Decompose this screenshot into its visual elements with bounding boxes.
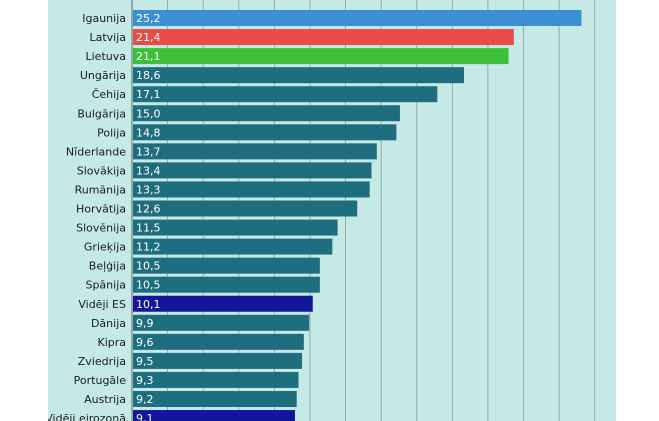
bar-row: Zviedrija 9,5 xyxy=(78,352,303,369)
bar-row: Beļģija 10,5 xyxy=(89,257,320,274)
bar xyxy=(133,391,297,407)
value-label: 9,9 xyxy=(136,317,154,330)
value-label: 10,5 xyxy=(136,260,161,273)
bar-row: Vidēji ES 10,1 xyxy=(78,295,313,312)
bar xyxy=(133,238,333,255)
category-label: Slovēnija xyxy=(76,222,126,235)
category-label: Spānija xyxy=(85,279,126,292)
bar xyxy=(133,181,370,198)
value-label: 13,7 xyxy=(136,145,161,158)
value-label: 10,5 xyxy=(136,279,161,292)
value-label: 9,5 xyxy=(136,355,154,368)
value-label: 17,1 xyxy=(136,88,161,101)
bar xyxy=(133,48,509,65)
bar xyxy=(133,105,400,122)
bar-row: Kipra 9,6 xyxy=(97,333,304,350)
bar-row: Lietuva 21,1 xyxy=(86,48,509,65)
bar-row: Grieķija 11,2 xyxy=(84,238,333,255)
category-label: Ungārija xyxy=(80,69,126,82)
bar xyxy=(133,162,372,179)
bar xyxy=(133,200,358,217)
category-label: Austrija xyxy=(84,393,126,406)
value-label: 25,2 xyxy=(136,12,161,25)
category-label: Polija xyxy=(97,126,126,139)
value-label: 12,6 xyxy=(136,203,161,216)
bar-row: Čehija 17,1 xyxy=(92,86,438,103)
category-label: Grieķija xyxy=(84,241,126,254)
bar xyxy=(133,10,582,26)
bar xyxy=(133,86,438,103)
bar xyxy=(133,333,304,350)
bar-row: Portugāle 9,3 xyxy=(74,371,299,388)
value-label: 9,3 xyxy=(136,374,154,387)
category-label: Vidēji ES xyxy=(78,298,126,311)
bar xyxy=(133,371,299,388)
value-label: 9,1 xyxy=(136,412,154,421)
category-label: Lietuva xyxy=(86,50,127,63)
category-label: Čehija xyxy=(92,88,126,101)
bar xyxy=(133,143,377,160)
category-label: Portugāle xyxy=(74,374,127,387)
bar-row: Austrija 9,2 xyxy=(84,391,297,407)
bar xyxy=(133,276,320,293)
bar xyxy=(133,410,295,421)
bar-row: Rumānija 13,3 xyxy=(75,181,370,198)
bar xyxy=(133,295,313,312)
category-label: Zviedrija xyxy=(78,355,126,368)
bar-row: Dānija 9,9 xyxy=(91,314,310,331)
bar-row: Latvija 21,4 xyxy=(89,29,514,46)
value-label: 15,0 xyxy=(136,107,161,120)
category-label: Igaunija xyxy=(82,12,126,25)
bar-row: Spānija 10,5 xyxy=(85,276,320,293)
category-label: Slovākija xyxy=(77,164,126,177)
bar-row: Nīderlande 13,7 xyxy=(66,143,377,160)
category-label: Vidēji eirozonā xyxy=(48,412,126,421)
value-label: 13,3 xyxy=(136,183,161,196)
category-label: Latvija xyxy=(89,31,126,44)
value-label: 11,2 xyxy=(136,241,161,254)
bar xyxy=(133,67,465,84)
bar-chart: Igaunija 25,2 Latvija 21,4 Lietuva 21,1 Ungāri… xyxy=(48,0,616,421)
value-label: 18,6 xyxy=(136,69,161,82)
bar-row: Igaunija 25,2 xyxy=(82,10,582,26)
bar-row: Slovēnija 11,5 xyxy=(76,219,338,236)
bar-row: Ungārija 18,6 xyxy=(80,67,465,84)
category-label: Dānija xyxy=(91,317,126,330)
value-label: 21,1 xyxy=(136,50,161,63)
chart-panel: Igaunija 25,2 Latvija 21,4 Lietuva 21,1 Ungāri… xyxy=(48,0,616,421)
bar xyxy=(133,29,514,46)
bar xyxy=(133,124,397,141)
bar xyxy=(133,257,320,274)
value-label: 14,8 xyxy=(136,126,161,139)
bar-row: Horvātija 12,6 xyxy=(76,200,358,217)
bar-row: Polija 14,8 xyxy=(97,124,397,141)
value-label: 9,6 xyxy=(136,336,154,349)
bar-row: Slovākija 13,4 xyxy=(77,162,372,179)
category-label: Kipra xyxy=(97,336,126,349)
value-label: 10,1 xyxy=(136,298,161,311)
bar xyxy=(133,352,303,369)
value-label: 21,4 xyxy=(136,31,161,44)
category-label: Beļģija xyxy=(89,260,126,273)
bar xyxy=(133,219,338,236)
value-label: 13,4 xyxy=(136,164,161,177)
value-label: 11,5 xyxy=(136,222,161,235)
category-label: Horvātija xyxy=(76,203,126,216)
category-label: Bulgārija xyxy=(77,107,126,120)
category-label: Rumānija xyxy=(75,183,126,196)
bar-row: Vidēji eirozonā 9,1 xyxy=(48,410,295,421)
category-label: Nīderlande xyxy=(66,145,126,158)
bar-row: Bulgārija 15,0 xyxy=(77,105,400,122)
value-label: 9,2 xyxy=(136,393,154,406)
bar xyxy=(133,314,310,331)
